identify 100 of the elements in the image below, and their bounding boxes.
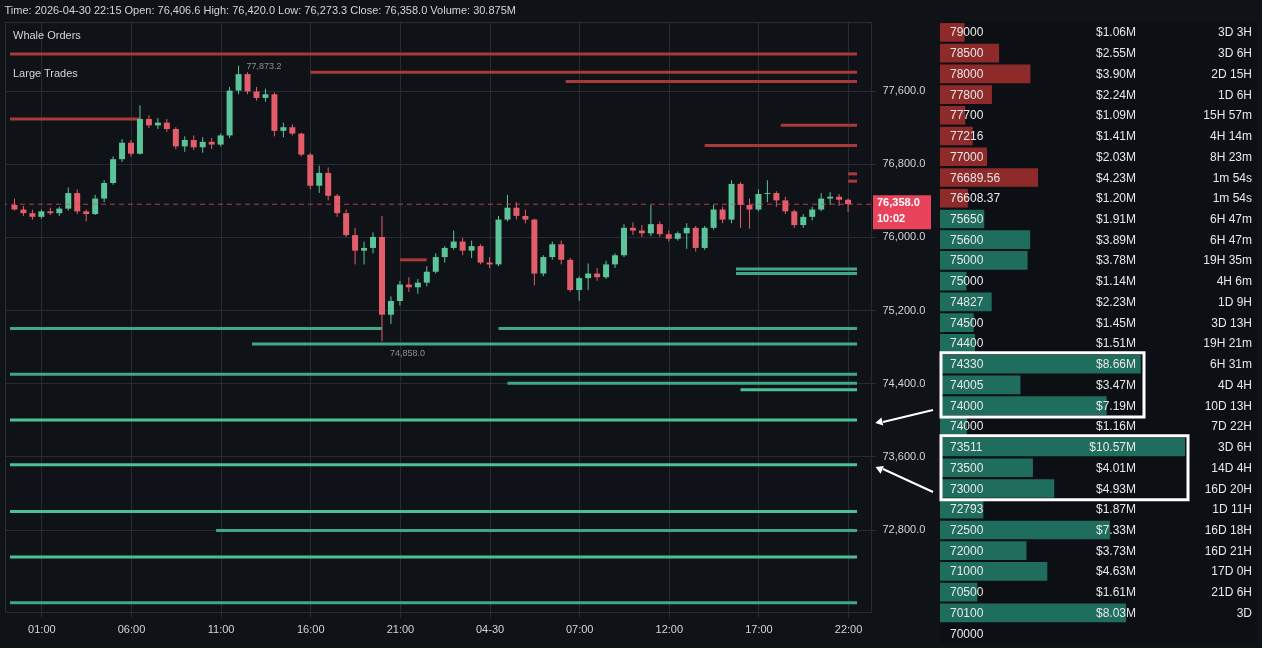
data-label: $3.90M <box>1095 66 1136 81</box>
y-tick-label: 76,800.0 <box>882 157 926 170</box>
x-tick-label: 07:00 <box>565 622 594 635</box>
y-tick-label: 75000 <box>950 253 984 268</box>
candlestick <box>370 231 377 254</box>
annotation: Large Trades <box>13 67 79 79</box>
data-label: $2.55M <box>1095 46 1136 61</box>
candlestick <box>629 221 636 236</box>
data-label: $8.03M <box>1095 605 1136 620</box>
y2-tick-label: 3D 6H <box>1217 440 1252 455</box>
y2-tick-label: 1m 54s <box>1212 191 1252 206</box>
y-tick-label: 72500 <box>950 522 984 537</box>
y-tick-label: 77,600.0 <box>882 84 926 97</box>
y2-tick-label: 1m 54s <box>1212 170 1252 185</box>
data-label: $1.20M <box>1095 191 1136 206</box>
candlestick <box>549 241 556 261</box>
candlestick <box>647 204 654 237</box>
data-label: $1.06M <box>1095 25 1136 40</box>
y-tick-label: 73,600.0 <box>882 450 926 462</box>
bar <box>940 230 1031 250</box>
candlestick <box>110 155 117 186</box>
y-tick-label: 72,800.0 <box>882 523 926 536</box>
x-tick-label: 04-30 <box>475 622 505 635</box>
y2-tick-label: 6H 31m <box>1209 357 1252 372</box>
x-tick-label: 17:00 <box>745 622 773 635</box>
y-tick-label: 77800 <box>950 87 984 102</box>
y-tick-label: 72000 <box>950 543 984 558</box>
y-tick-label: 75600 <box>950 232 984 247</box>
y2-tick-label: 19H 35m <box>1203 253 1252 268</box>
y2-tick-label: 1D 6H <box>1217 87 1252 102</box>
y-tick-label: 70100 <box>950 605 984 620</box>
y2-tick-label: 3D <box>1236 605 1253 620</box>
y2-tick-label: 16D 18H <box>1204 522 1252 537</box>
y-tick-label: 74000 <box>950 398 984 413</box>
y-tick-label: 75,200.0 <box>882 303 926 316</box>
candlestick <box>603 260 610 280</box>
y-tick-label: 78500 <box>950 46 984 61</box>
candlestick <box>92 194 99 216</box>
y2-tick-label: 7D 22H <box>1211 419 1252 434</box>
x-tick-label: 06:00 <box>117 622 146 635</box>
data-label: $1.45M <box>1095 315 1136 330</box>
candlestick <box>396 280 403 307</box>
candlestick <box>423 265 430 287</box>
y2-tick-label: 4H 6m <box>1216 274 1252 289</box>
candlestick <box>325 166 332 201</box>
candlestick <box>746 198 753 230</box>
data-label: $1.61M <box>1095 585 1136 600</box>
x-tick-label: 01:00 <box>28 622 56 635</box>
candlestick <box>692 225 699 253</box>
y2-tick-label: 15H 57m <box>1203 108 1252 123</box>
y-tick-label: 74000 <box>950 419 984 434</box>
y2-tick-label: 1D 11H <box>1212 502 1252 517</box>
y-tick-label: 73500 <box>950 460 984 475</box>
data-label: $2.03M <box>1095 149 1136 164</box>
y-tick-label: 76689.56 <box>950 170 1001 185</box>
candlestick <box>101 179 108 203</box>
candlestick <box>791 209 798 229</box>
candlestick <box>755 188 762 212</box>
y2-tick-label: 8H 23m <box>1209 149 1252 164</box>
y2-tick-label: 10D 13H <box>1204 398 1252 413</box>
candlestick <box>298 132 305 157</box>
data-label: $4.63M <box>1095 564 1136 579</box>
y-tick-label: 70500 <box>950 585 984 600</box>
candlestick <box>244 71 251 95</box>
x-tick-label: 22:00 <box>834 622 863 635</box>
y2-tick-label: 3D 13H <box>1211 315 1252 330</box>
y2-tick-label: 16D 21H <box>1204 543 1252 558</box>
candlestick <box>558 240 565 265</box>
y-tick-label: 74400 <box>950 336 984 351</box>
y-tick-label: 71000 <box>950 564 984 579</box>
candlestick <box>836 193 843 207</box>
ref-line-label: 76,358.0 10:02 <box>877 196 920 225</box>
x-tick-label: 12:00 <box>655 622 684 635</box>
data-label: $3.78M <box>1095 253 1136 268</box>
y2-tick-label: 3D 3H <box>1217 25 1252 40</box>
candlestick <box>235 65 242 95</box>
candlestick <box>450 230 457 251</box>
y-tick-label: 70000 <box>950 626 984 641</box>
y2-tick-label: 21D 6H <box>1211 585 1252 600</box>
y-tick-label: 74330 <box>950 357 984 372</box>
candlestick <box>343 209 350 238</box>
bar <box>940 479 1055 498</box>
y-tick-label: 74,400.0 <box>882 376 926 389</box>
data-label: $8.66M <box>1095 357 1136 372</box>
candlestick <box>540 254 547 277</box>
candlestick <box>316 165 323 194</box>
y-tick-label: 75650 <box>950 211 984 226</box>
y2-tick-label: 16D 20H <box>1204 481 1252 496</box>
y2-tick-label: 6H 47m <box>1209 232 1252 247</box>
x-tick-label: 16:00 <box>297 622 325 635</box>
data-label: $7.19M <box>1095 398 1136 413</box>
bar <box>940 541 1027 561</box>
annotation: 77,873.2 <box>246 60 282 71</box>
y2-tick-label: 14D 4H <box>1211 460 1252 475</box>
y-tick-label: 72793 <box>950 502 984 517</box>
data-label: $4.93M <box>1095 481 1136 496</box>
candlestick <box>334 193 341 218</box>
x-tick-label: 21:00 <box>386 622 415 635</box>
candlestick <box>764 179 771 203</box>
y-tick-label: 75000 <box>950 274 984 289</box>
